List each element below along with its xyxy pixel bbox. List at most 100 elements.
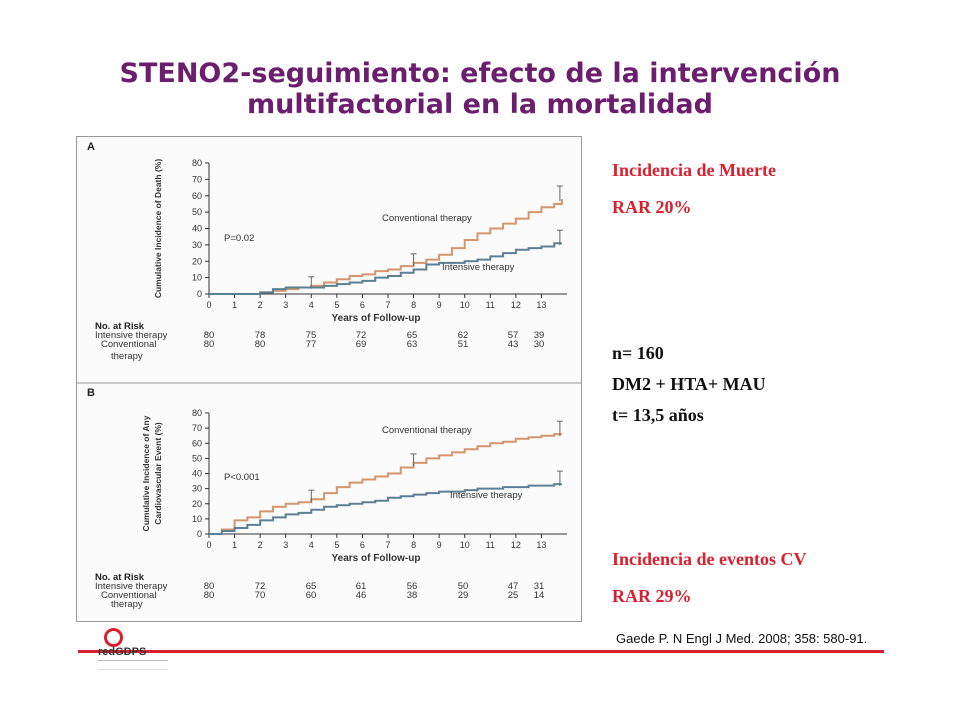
logo: redGDPS (98, 628, 168, 676)
x-tick-label: 11 (486, 300, 495, 310)
follow-up-time: t= 13,5 años (612, 405, 704, 425)
x-tick-label: 2 (258, 300, 263, 310)
logo-subline (98, 660, 168, 670)
citation: Gaede P. N Engl J Med. 2008; 358: 580-91… (616, 631, 868, 646)
risk-table-cell: 30 (534, 339, 545, 350)
death-rar: RAR 20% (612, 197, 692, 217)
x-tick-label: 9 (437, 540, 442, 550)
x-tick-label: 0 (206, 300, 211, 310)
risk-table-cell: 61 (356, 581, 367, 592)
y-tick-label: 60 (192, 191, 202, 201)
x-tick-label: 8 (411, 300, 416, 310)
risk-row-label: Intensive therapy (95, 581, 168, 592)
x-tick-label: 0 (206, 540, 211, 550)
risk-table-cell: 60 (306, 590, 317, 601)
risk-row-label: Intensive therapy (95, 330, 168, 341)
risk-row-label: Conventional (101, 339, 156, 350)
risk-table-cell: 38 (407, 590, 418, 601)
y-tick-label: 10 (192, 273, 202, 283)
intensive-series-label: Intensive therapy (450, 490, 523, 501)
risk-table-cell: 70 (255, 590, 266, 601)
y-tick-label: 50 (192, 453, 202, 463)
risk-table-cell: 69 (356, 339, 367, 350)
risk-table-cell: 31 (534, 581, 545, 592)
p-value-label: P<0.001 (224, 472, 260, 483)
risk-table-cell: 50 (458, 581, 469, 592)
x-axis-label: Years of Follow-up (332, 553, 421, 564)
y-axis-label-line1: Cumulative Incidence of Any (141, 415, 151, 531)
x-tick-label: 13 (536, 300, 546, 310)
logo-ring-icon (104, 628, 123, 647)
x-tick-label: 5 (334, 540, 339, 550)
risk-table-cell: 72 (255, 581, 266, 592)
y-tick-label: 70 (192, 174, 202, 184)
risk-table-cell: 80 (204, 581, 215, 592)
risk-table-cell: 39 (534, 330, 545, 341)
x-tick-label: 6 (360, 540, 365, 550)
risk-table-cell: 78 (255, 330, 266, 341)
conventional-series-label: Conventional therapy (382, 213, 472, 224)
y-tick-label: 30 (192, 484, 202, 494)
risk-table-cell: 46 (356, 590, 367, 601)
x-tick-label: 10 (460, 540, 470, 550)
y-tick-label: 40 (192, 469, 202, 479)
y-tick-label: 70 (192, 423, 202, 433)
risk-table-cell: 25 (508, 590, 519, 601)
x-axis-label: Years of Follow-up (332, 313, 421, 324)
risk-table-cell: 63 (407, 339, 418, 350)
risk-table-cell: 80 (204, 330, 215, 341)
risk-table-cell: 65 (407, 330, 418, 341)
slide-title-line1: STENO2-seguimiento: efecto de la interve… (119, 58, 841, 89)
conventional-series-label: Conventional therapy (382, 425, 472, 436)
y-tick-label: 0 (197, 289, 202, 299)
risk-table-cell: 47 (508, 581, 519, 592)
x-tick-label: 4 (309, 540, 314, 550)
x-tick-label: 3 (283, 300, 288, 310)
logo-text: redGDPS (98, 646, 147, 658)
x-tick-label: 2 (258, 540, 263, 550)
risk-table-cell: 80 (204, 339, 215, 350)
x-tick-label: 9 (437, 300, 442, 310)
risk-table-cell: 65 (306, 581, 317, 592)
y-tick-label: 0 (197, 529, 202, 539)
x-tick-label: 1 (232, 300, 237, 310)
x-tick-label: 8 (411, 540, 416, 550)
risk-table-cell: 29 (458, 590, 469, 601)
risk-table-cell: 62 (458, 330, 469, 341)
y-tick-label: 60 (192, 438, 202, 448)
x-tick-label: 11 (486, 540, 495, 550)
risk-table-cell: 77 (306, 339, 317, 350)
km-figure: A 0 10 20 30 40 50 60 70 80 0 1 2 3 4 5 6 7 8 9 10 11 12 13 Year… (76, 136, 582, 622)
footer-rule (78, 650, 884, 653)
risk-table-cell: 57 (508, 330, 519, 341)
intensive-series-line (209, 242, 562, 295)
x-tick-label: 1 (232, 540, 237, 550)
risk-table-cell: 80 (204, 590, 215, 601)
intensive-series-line (209, 483, 562, 535)
y-tick-label: 20 (192, 499, 202, 509)
y-tick-label: 30 (192, 240, 202, 250)
x-tick-label: 12 (511, 540, 521, 550)
x-tick-label: 7 (385, 540, 390, 550)
y-axis-label: Cumulative Incidence of Death (%) (153, 159, 163, 298)
panel-letter: B (87, 387, 95, 399)
risk-table-cell: 56 (407, 581, 418, 592)
x-tick-label: 7 (385, 300, 390, 310)
cv-heading: Incidencia de eventos CV (612, 549, 807, 569)
y-axis-label-line2: Cardiovascular Event (%) (153, 422, 163, 525)
risk-row-label: therapy (111, 599, 143, 610)
risk-table-cell: 43 (508, 339, 519, 350)
y-tick-label: 50 (192, 207, 202, 217)
x-tick-label: 6 (360, 300, 365, 310)
x-tick-label: 5 (334, 300, 339, 310)
death-heading: Incidencia de Muerte (612, 160, 776, 180)
x-tick-label: 12 (511, 300, 521, 310)
y-tick-label: 10 (192, 514, 202, 524)
x-tick-label: 3 (283, 540, 288, 550)
risk-table-header: No. at Risk (95, 321, 145, 332)
slide-title-line2: multifactorial en la mortalidad (247, 89, 713, 120)
risk-row-label: therapy (111, 351, 143, 362)
risk-table-cell: 75 (306, 330, 317, 341)
risk-table-cell: 14 (534, 590, 545, 601)
